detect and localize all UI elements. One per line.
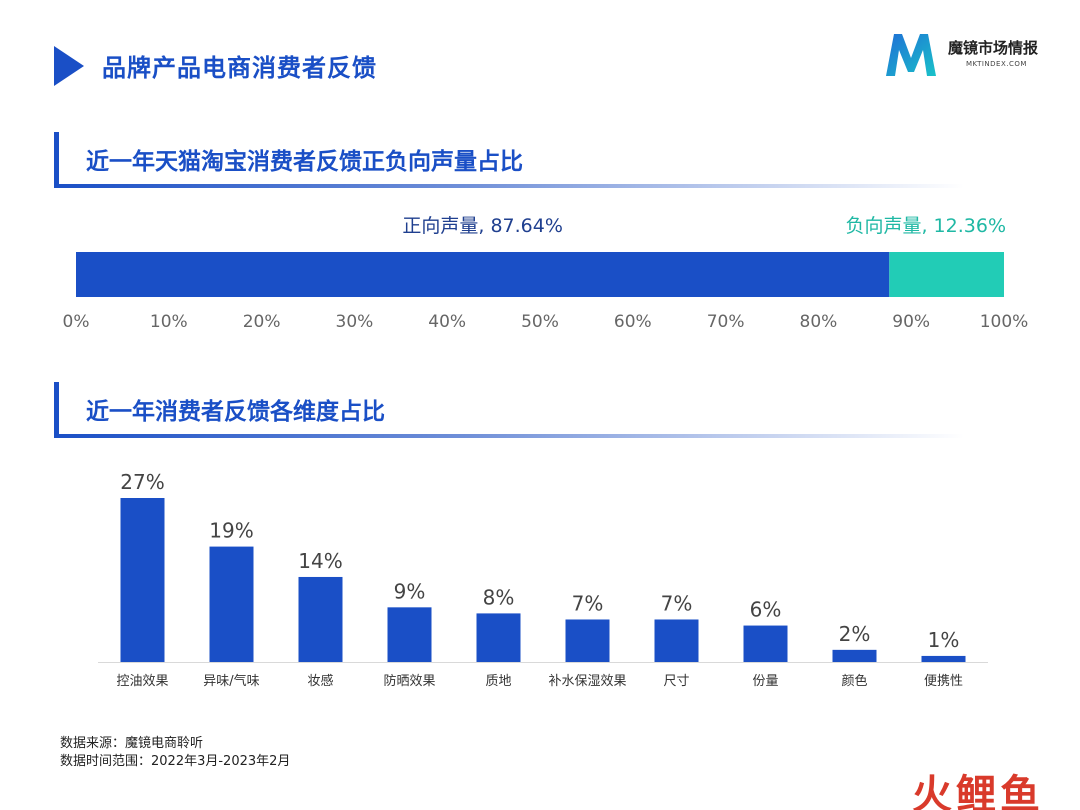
- bar-value-label: 1%: [928, 628, 960, 652]
- data-period-note: 数据时间范围：2022年3月-2023年2月: [60, 754, 291, 769]
- bar-value-label: 27%: [120, 470, 164, 494]
- category-label: 异味/气味: [203, 673, 259, 689]
- x-tick-label: 90%: [892, 312, 930, 332]
- page-title: 品牌产品电商消费者反馈: [102, 54, 377, 82]
- section1-header: 近一年天猫淘宝消费者反馈正负向声量占比: [54, 132, 964, 188]
- x-tick-label: 0%: [63, 312, 90, 332]
- stacked-bar-segment: [76, 252, 890, 297]
- bar-value-label: 19%: [209, 519, 253, 543]
- bar-value-label: 7%: [572, 591, 604, 615]
- watermark: 火鲤鱼: [912, 772, 1044, 810]
- data-source-note: 数据来源：魔镜电商聆听: [60, 736, 204, 751]
- section1-title: 近一年天猫淘宝消费者反馈正负向声量占比: [86, 149, 523, 175]
- bar: [298, 576, 343, 662]
- bar: [209, 546, 254, 662]
- category-label: 妆感: [307, 673, 333, 689]
- category-label: 补水保湿效果: [548, 674, 626, 689]
- x-tick-label: 50%: [521, 312, 559, 332]
- bar: [921, 655, 966, 662]
- section2-accent-bar: [54, 382, 59, 438]
- x-tick-label: 40%: [428, 312, 466, 332]
- category-label: 控油效果: [116, 674, 168, 689]
- segment-data-label: 负向声量, 12.36%: [845, 215, 1006, 237]
- bar: [120, 498, 165, 662]
- section2-title: 近一年消费者反馈各维度占比: [86, 399, 385, 425]
- stacked-bar-segment: [889, 252, 1004, 297]
- x-tick-label: 100%: [980, 312, 1029, 332]
- logo-name: 魔镜市场情报: [948, 39, 1039, 57]
- category-label: 防晒效果: [383, 673, 435, 689]
- category-label: 便携性: [924, 673, 963, 689]
- bar: [654, 619, 699, 662]
- segment-data-label: 正向声量, 87.64%: [402, 215, 563, 237]
- category-label: 质地: [485, 674, 511, 689]
- x-tick-label: 10%: [150, 312, 188, 332]
- category-label: 份量: [752, 674, 778, 689]
- section1-underline: [54, 184, 964, 188]
- bar-value-label: 9%: [394, 579, 426, 603]
- bar: [565, 619, 610, 662]
- brand-logo: 魔镜市场情报 MKTINDEX.COM: [882, 30, 1052, 80]
- bar: [832, 649, 877, 662]
- x-tick-label: 20%: [243, 312, 281, 332]
- section2-header: 近一年消费者反馈各维度占比: [54, 382, 964, 438]
- logo-url: MKTINDEX.COM: [966, 60, 1027, 68]
- category-label: 颜色: [841, 673, 867, 689]
- section2-underline: [54, 434, 964, 438]
- logo-m-icon: [886, 34, 936, 76]
- bar-value-label: 14%: [298, 549, 342, 573]
- x-tick-label: 80%: [800, 312, 838, 332]
- bar-value-label: 8%: [483, 585, 515, 609]
- header-arrow-icon: [54, 46, 84, 86]
- bar: [387, 607, 432, 662]
- bar-value-label: 7%: [661, 591, 693, 615]
- bar: [743, 625, 788, 662]
- bar-value-label: 2%: [839, 622, 871, 646]
- bar-value-label: 6%: [750, 598, 782, 622]
- x-tick-label: 70%: [707, 312, 745, 332]
- x-tick-label: 60%: [614, 312, 652, 332]
- bar: [476, 613, 521, 662]
- x-tick-label: 30%: [336, 312, 374, 332]
- category-label: 尺寸: [663, 674, 689, 689]
- section1-accent-bar: [54, 132, 59, 188]
